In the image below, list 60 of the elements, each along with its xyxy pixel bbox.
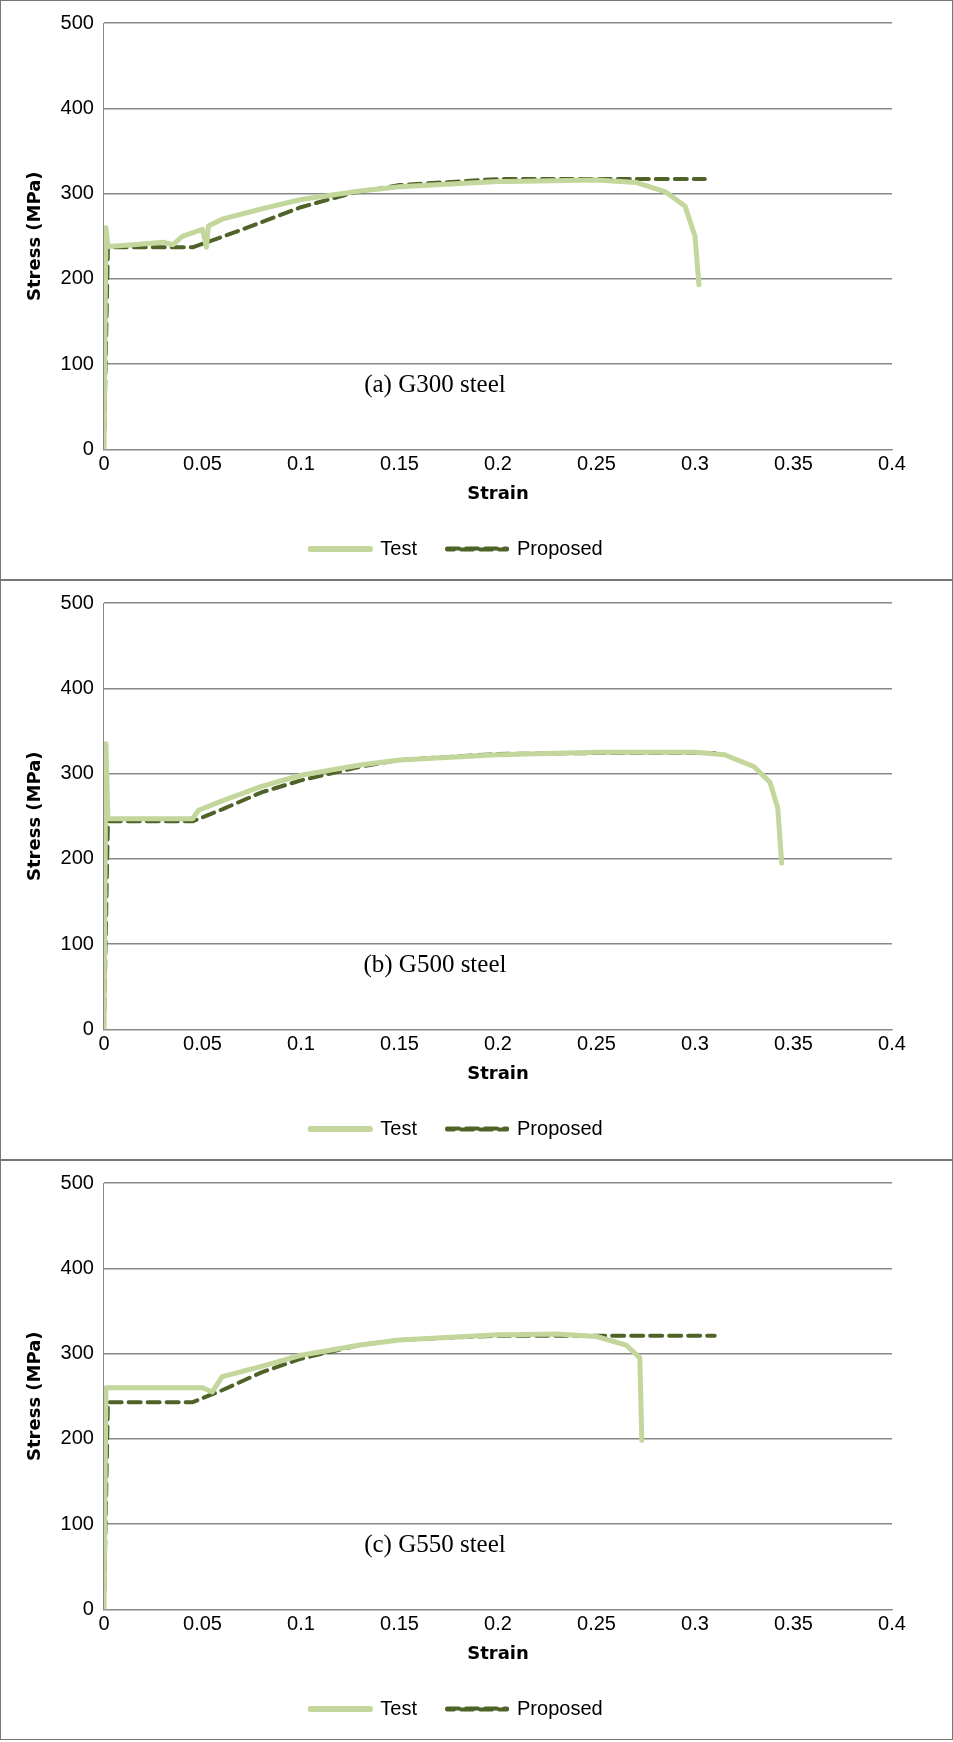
x-tick-label: 0.3 [681, 451, 709, 474]
x-tick-label: 0.1 [287, 1611, 315, 1634]
x-tick-label: 0.4 [878, 1611, 906, 1634]
legend-label: Test [380, 1696, 418, 1719]
y-tick-label: 400 [60, 1255, 94, 1278]
legend-label: Test [380, 536, 418, 559]
x-axis-title: Strain [467, 481, 529, 503]
y-tick-label: 100 [60, 351, 94, 374]
y-tick-label: 300 [60, 761, 94, 784]
x-tick-label: 0.25 [577, 1031, 616, 1054]
y-tick-label: 500 [60, 10, 94, 33]
y-tick-label: 400 [60, 675, 94, 698]
y-tick-label: 200 [60, 846, 94, 869]
x-tick-label: 0.15 [380, 1031, 419, 1054]
annotation: (a) G300 steel [364, 370, 506, 398]
y-tick-label: 200 [60, 266, 94, 289]
legend-label: Proposed [517, 536, 603, 559]
x-tick-label: 0.35 [774, 451, 813, 474]
x-tick-label: 0.2 [484, 1611, 512, 1634]
y-tick-label: 300 [60, 181, 94, 204]
x-tick-label: 0.05 [183, 1031, 222, 1054]
x-tick-label: 0.15 [380, 451, 419, 474]
x-axis-title: Strain [467, 1061, 529, 1083]
y-axis-title: Stress (MPa) [23, 1331, 45, 1461]
x-tick-label: 0.15 [380, 1611, 419, 1634]
annotation: (b) G500 steel [363, 950, 507, 978]
x-tick-label: 0.1 [287, 451, 315, 474]
x-tick-label: 0.35 [774, 1031, 813, 1054]
y-tick-label: 100 [60, 1511, 94, 1534]
y-tick-label: 0 [82, 1016, 94, 1039]
x-tick-label: 0 [98, 1031, 110, 1054]
y-tick-label: 500 [60, 1170, 94, 1193]
x-tick-label: 0.3 [681, 1611, 709, 1634]
x-tick-label: 0 [98, 451, 110, 474]
y-tick-label: 400 [60, 95, 94, 118]
x-tick-label: 0.05 [183, 451, 222, 474]
annotation: (c) G550 steel [364, 1530, 506, 1558]
y-axis-title: Stress (MPa) [23, 171, 45, 301]
y-axis-title: Stress (MPa) [23, 751, 45, 881]
x-tick-label: 0.05 [183, 1611, 222, 1634]
legend-label: Test [380, 1116, 418, 1139]
x-tick-label: 0.4 [878, 451, 906, 474]
x-tick-label: 0.25 [577, 451, 616, 474]
x-tick-label: 0.4 [878, 1031, 906, 1054]
x-tick-label: 0 [98, 1611, 110, 1634]
x-tick-label: 0.2 [484, 1031, 512, 1054]
legend-label: Proposed [517, 1116, 603, 1139]
x-axis-title: Strain [467, 1641, 529, 1663]
x-tick-label: 0.35 [774, 1611, 813, 1634]
x-tick-label: 0.2 [484, 451, 512, 474]
y-tick-label: 0 [82, 1596, 94, 1619]
y-tick-label: 100 [60, 931, 94, 954]
y-tick-label: 500 [60, 590, 94, 613]
y-tick-label: 0 [82, 436, 94, 459]
x-tick-label: 0.1 [287, 1031, 315, 1054]
legend-label: Proposed [517, 1696, 603, 1719]
x-tick-label: 0.3 [681, 1031, 709, 1054]
y-tick-label: 300 [60, 1341, 94, 1364]
x-tick-label: 0.25 [577, 1611, 616, 1634]
y-tick-label: 200 [60, 1426, 94, 1449]
